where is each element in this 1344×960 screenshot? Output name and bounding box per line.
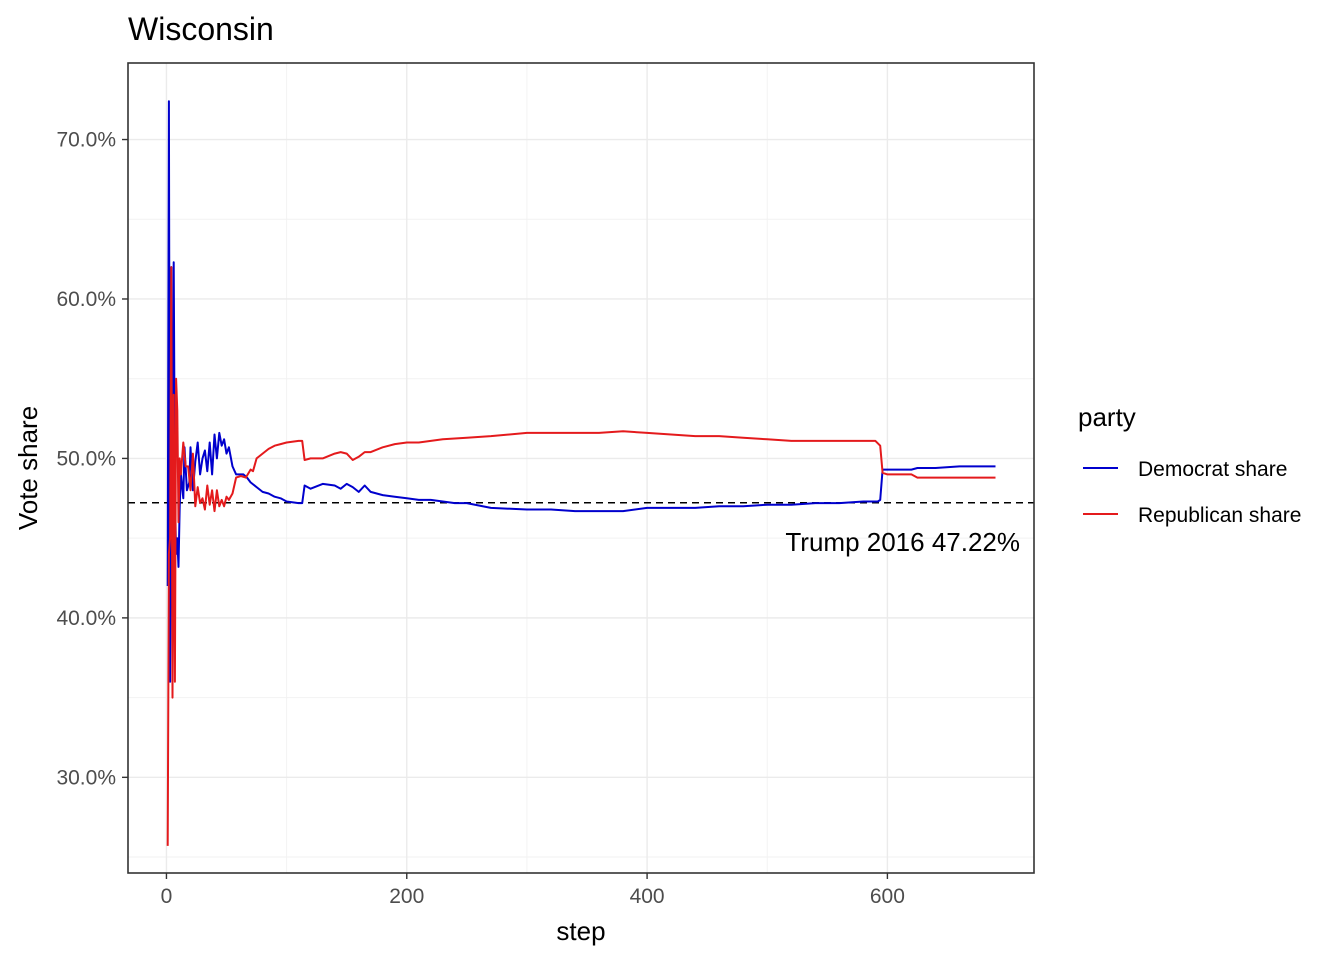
x-tick-label: 400: [630, 885, 665, 908]
series-line-republican: [166, 266, 996, 846]
x-tick-label: 0: [161, 885, 173, 908]
x-tick-label: 600: [870, 885, 905, 908]
legend-title: party: [1078, 402, 1136, 432]
reference-line-label: Trump 2016 47.22%: [785, 527, 1020, 557]
series-line-democrat: [166, 100, 996, 683]
legend-label-republican: Republican share: [1138, 504, 1301, 527]
y-tick-label: 40.0%: [56, 607, 116, 630]
legend-label-democrat: Democrat share: [1138, 458, 1287, 481]
chart-title: Wisconsin: [128, 11, 274, 47]
legend: party Democrat share Republican share: [1078, 402, 1301, 527]
y-tick-label: 30.0%: [56, 766, 116, 789]
x-tick-label: 200: [389, 885, 424, 908]
series-lines: [166, 100, 996, 846]
panel-border: [127, 62, 1035, 874]
minor-gridlines: [128, 63, 1034, 873]
y-tick-label: 60.0%: [56, 288, 116, 311]
major-gridlines: [128, 63, 1034, 873]
x-axis-ticks: 0 200 400 600: [161, 873, 905, 908]
y-tick-label: 50.0%: [56, 447, 116, 470]
y-axis-ticks: 30.0% 40.0% 50.0% 60.0% 70.0%: [56, 129, 128, 789]
x-axis-title: step: [556, 916, 605, 946]
y-axis-title: Vote share: [13, 406, 43, 530]
y-tick-label: 70.0%: [56, 129, 116, 152]
